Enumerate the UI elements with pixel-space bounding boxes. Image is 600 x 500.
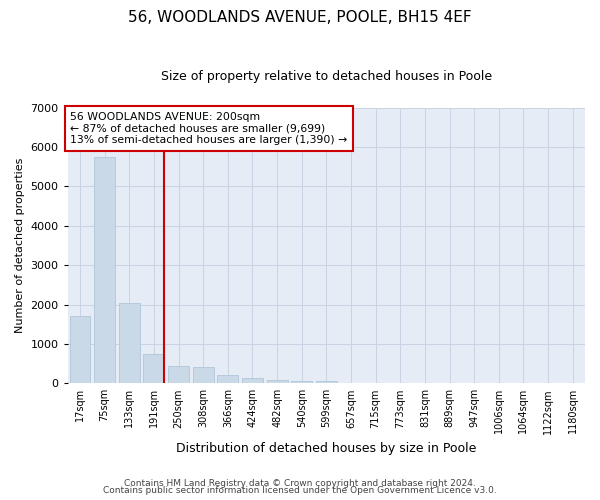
Bar — [193, 367, 214, 384]
Bar — [70, 316, 91, 384]
Bar — [94, 157, 115, 384]
Text: 56 WOODLANDS AVENUE: 200sqm
← 87% of detached houses are smaller (9,699)
13% of : 56 WOODLANDS AVENUE: 200sqm ← 87% of det… — [70, 112, 347, 145]
Text: Contains HM Land Registry data © Crown copyright and database right 2024.: Contains HM Land Registry data © Crown c… — [124, 478, 476, 488]
Bar — [217, 376, 238, 384]
Bar — [365, 382, 386, 384]
Bar — [341, 382, 361, 384]
Bar — [291, 381, 312, 384]
X-axis label: Distribution of detached houses by size in Poole: Distribution of detached houses by size … — [176, 442, 476, 455]
Bar — [242, 378, 263, 384]
Bar — [119, 302, 140, 384]
Text: 56, WOODLANDS AVENUE, POOLE, BH15 4EF: 56, WOODLANDS AVENUE, POOLE, BH15 4EF — [128, 10, 472, 25]
Bar — [168, 366, 189, 384]
Bar — [266, 380, 287, 384]
Title: Size of property relative to detached houses in Poole: Size of property relative to detached ho… — [161, 70, 492, 83]
Text: Contains public sector information licensed under the Open Government Licence v3: Contains public sector information licen… — [103, 486, 497, 495]
Bar — [316, 380, 337, 384]
Bar — [143, 354, 164, 384]
Y-axis label: Number of detached properties: Number of detached properties — [15, 158, 25, 333]
